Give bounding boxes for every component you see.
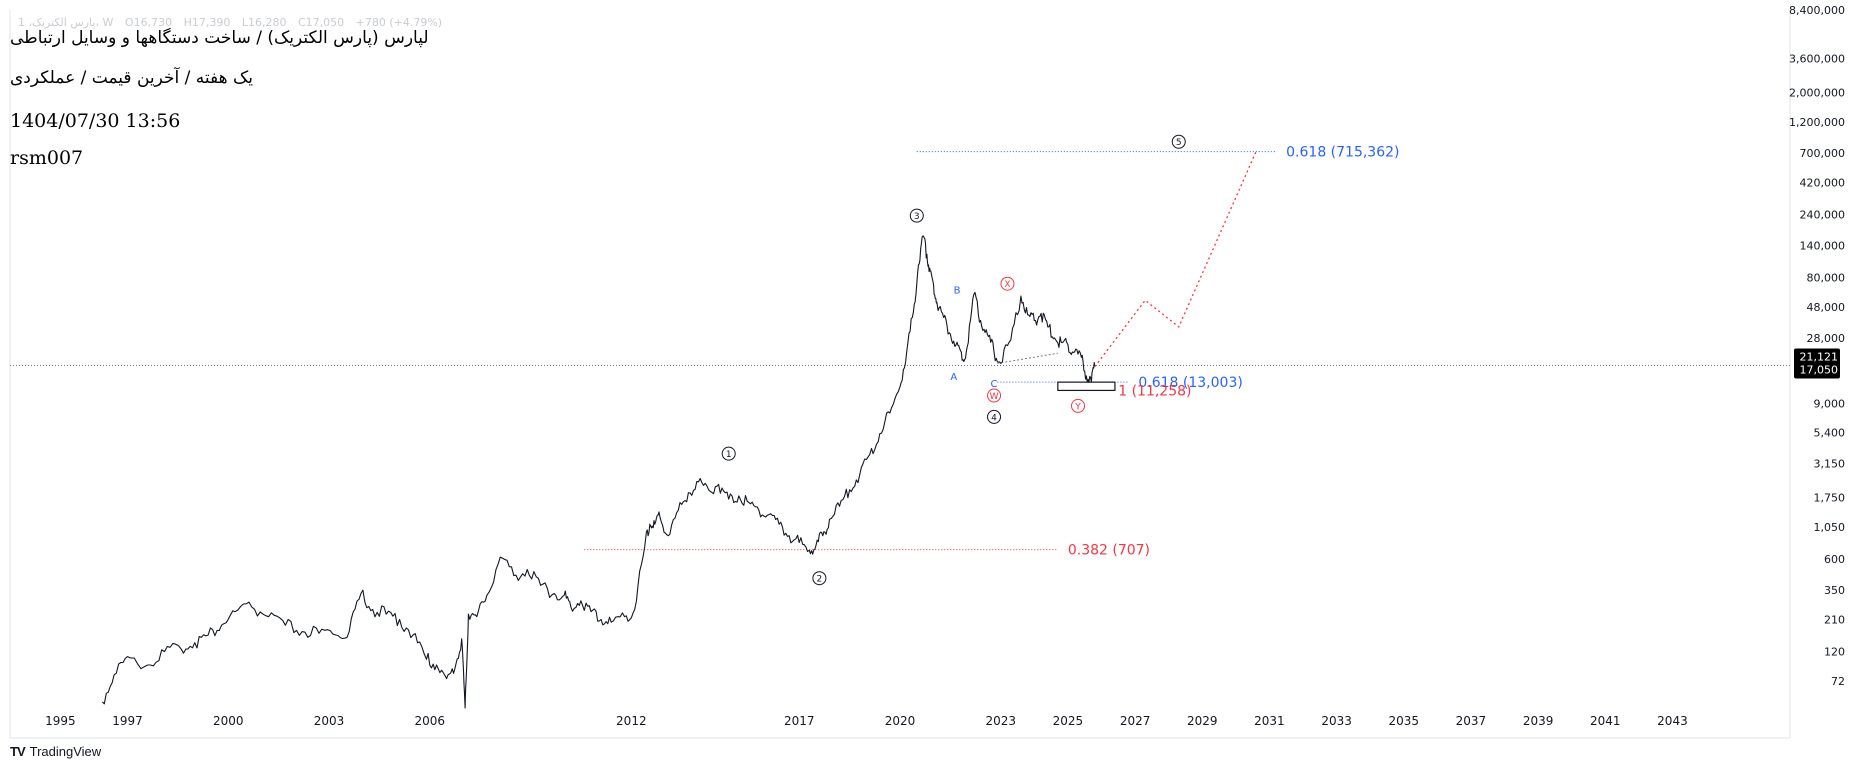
y-tick-label: 120: [1824, 646, 1845, 659]
y-tick-label: 1,050: [1814, 521, 1846, 534]
y-tick-label: 3,150: [1814, 458, 1846, 471]
wave-label-circle: [721, 446, 736, 461]
y-tick-label: 80,000: [1807, 272, 1846, 285]
x-tick-label: 2003: [314, 714, 345, 728]
x-tick-label: 1995: [45, 714, 76, 728]
series-projection: [1094, 151, 1257, 367]
y-tick-label: 48,000: [1807, 301, 1846, 314]
y-tick-label: 140,000: [1800, 239, 1846, 252]
y-tick-label: 210: [1824, 613, 1845, 626]
wave-label: W: [990, 392, 999, 402]
x-tick-label: 2017: [784, 714, 815, 728]
x-tick-label: 2027: [1120, 714, 1151, 728]
x-tick-label: 2031: [1254, 714, 1285, 728]
tradingview-brand[interactable]: TV TradingView: [10, 744, 101, 759]
legend-open: O16,730: [124, 16, 173, 29]
tradingview-logo-icon: TV: [10, 744, 26, 759]
time-axis[interactable]: 1995 1997 2000 2003 2006 2012 2017 2020 2023 2025…: [45, 714, 1688, 728]
wave-label-circle: [987, 409, 1002, 424]
wave-label: Y: [1074, 402, 1081, 412]
x-tick-label: 1997: [112, 714, 143, 728]
fib-level-label: 0.618 (13,003): [1138, 375, 1242, 391]
x-tick-label: 2033: [1321, 714, 1352, 728]
wave-label: C: [991, 379, 998, 390]
last-price-label-top: 21,121: [1800, 351, 1839, 364]
wave-label: 3: [914, 212, 920, 222]
legend-change: +780 (+4.79%): [355, 16, 443, 29]
legend-close: C17,050: [297, 16, 345, 29]
fib-level-label: 0.382 (707): [1068, 543, 1150, 559]
x-tick-label: 2039: [1523, 714, 1554, 728]
y-tick-label: 600: [1824, 553, 1845, 566]
x-tick-label: 2023: [985, 714, 1016, 728]
y-tick-label: 9,000: [1814, 397, 1846, 410]
fib-level-label: 0.618 (715,362): [1286, 145, 1399, 161]
x-tick-label: 2029: [1187, 714, 1218, 728]
y-tick-label: 72: [1831, 675, 1845, 688]
y-tick-label: 1,200,000: [1789, 116, 1845, 129]
wave-label-circle: [1071, 398, 1085, 413]
series-price: [102, 235, 1096, 709]
y-tick-label: 28,000: [1807, 332, 1846, 345]
x-tick-label: 2043: [1657, 714, 1688, 728]
target-zone-box: [1057, 381, 1116, 392]
y-tick-label: 5,400: [1814, 427, 1846, 440]
wave-label: A: [950, 372, 957, 383]
wave-label: 5: [1176, 138, 1182, 148]
y-tick-label: 240,000: [1800, 208, 1846, 221]
y-tick-label: 700,000: [1800, 147, 1846, 160]
legend-high: H17,390: [183, 16, 231, 29]
x-tick-label: 2006: [415, 714, 446, 728]
last-price-badge: [1794, 348, 1840, 379]
y-tick-label: 3,600,000: [1789, 53, 1845, 66]
legend-symbol: 1 ،پارس الکتریک، W: [18, 16, 114, 29]
chart-author: rsm007: [10, 147, 84, 169]
x-tick-label: 2041: [1590, 714, 1621, 728]
wave-label-circle: [812, 571, 827, 586]
wave-label: B: [954, 286, 961, 297]
wave-label: 2: [817, 575, 823, 585]
price-axis[interactable]: 8,400,000 3,600,000 2,000,000 1,200,000 700,…: [1789, 4, 1845, 688]
ohlc-legend: 1 ،پارس الکتریک، W O16,730 H17,390 L16,2…: [18, 16, 450, 29]
wave-label: 1: [726, 450, 732, 460]
y-tick-label: 2,000,000: [1789, 87, 1845, 100]
x-tick-label: 2037: [1456, 714, 1487, 728]
x-tick-label: 2025: [1053, 714, 1084, 728]
x-tick-label: 2020: [885, 714, 916, 728]
wave-label: 4: [991, 413, 997, 423]
chart-datetime: 1404/07/30 13:56: [10, 110, 181, 132]
y-tick-label: 420,000: [1800, 176, 1846, 189]
y-tick-label: 8,400,000: [1789, 4, 1845, 17]
chart-title: لپارس (پارس الکتریک) / ساخت دستگاهها و و…: [10, 28, 429, 48]
chart-subtitle: یک هفته / آخرین قیمت / عملکردی: [10, 68, 253, 88]
y-tick-label: 1,750: [1814, 491, 1846, 504]
x-tick-label: 2012: [616, 714, 647, 728]
last-price-label-bottom: 17,050: [1800, 364, 1839, 377]
series-connector: [997, 352, 1058, 364]
fib-level-label: 1 (11,258): [1118, 383, 1191, 399]
brand-name: TradingView: [29, 744, 102, 759]
x-tick-label: 2035: [1389, 714, 1420, 728]
wave-label-circle: [909, 208, 924, 223]
wave-label-circle: [1000, 276, 1015, 291]
legend-low: L16,280: [241, 16, 287, 29]
wave-label-circle: [1171, 134, 1186, 149]
y-tick-label: 350: [1824, 584, 1845, 597]
wave-label: X: [1004, 280, 1010, 290]
wave-label-circle: [987, 388, 1002, 403]
x-tick-label: 2000: [213, 714, 244, 728]
